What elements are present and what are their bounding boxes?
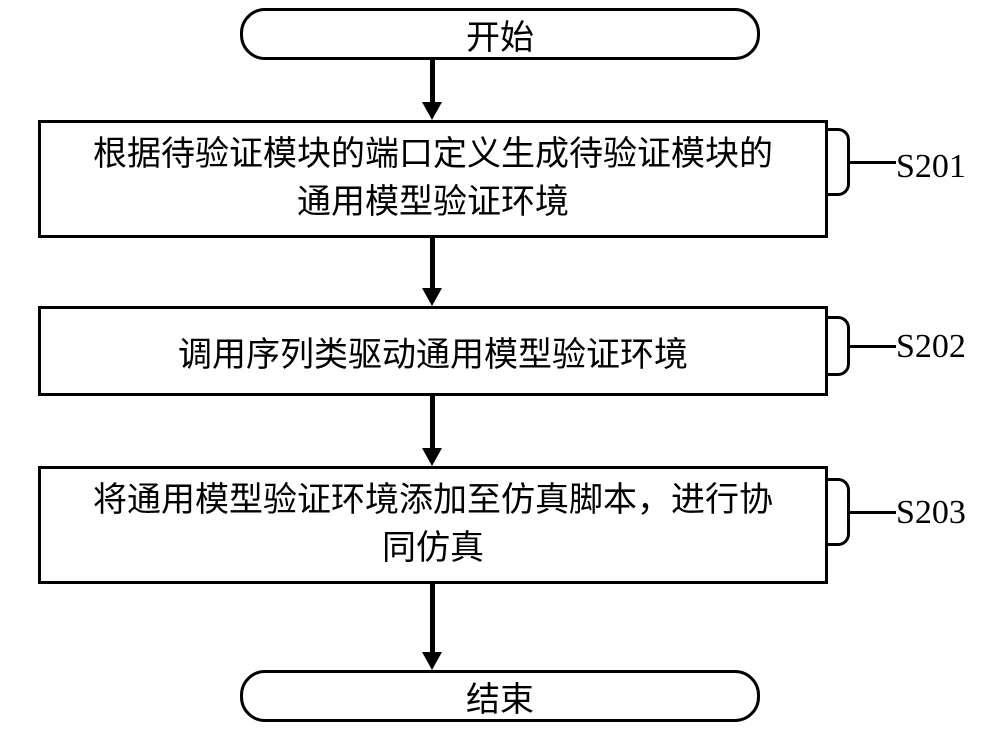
end-node: 结束 bbox=[240, 670, 760, 722]
start-node: 开始 bbox=[240, 8, 760, 60]
arrow-1-line bbox=[430, 60, 435, 104]
process-s203: 将通用模型验证环境添加至仿真脚本，进行协 同仿真 bbox=[38, 466, 828, 584]
end-label: 结束 bbox=[466, 672, 534, 721]
start-label: 开始 bbox=[466, 10, 534, 59]
process-s201: 根据待验证模块的端口定义生成待验证模块的 通用模型验证环境 bbox=[38, 120, 828, 238]
step-label-s201: S201 bbox=[896, 148, 966, 186]
bracket-s203 bbox=[826, 478, 850, 546]
arrow-1-head bbox=[422, 102, 442, 120]
connector-s201 bbox=[850, 161, 896, 164]
step-label-s202: S202 bbox=[896, 328, 966, 366]
step-label-s203-text: S203 bbox=[896, 494, 966, 531]
arrow-3-head bbox=[422, 448, 442, 466]
arrow-4-line bbox=[430, 584, 435, 654]
flowchart-container: 开始 根据待验证模块的端口定义生成待验证模块的 通用模型验证环境 S201 调用… bbox=[0, 0, 1000, 754]
process-s201-label: 根据待验证模块的端口定义生成待验证模块的 通用模型验证环境 bbox=[93, 131, 773, 227]
bracket-s202 bbox=[826, 316, 850, 376]
process-s203-label: 将通用模型验证环境添加至仿真脚本，进行协 同仿真 bbox=[93, 477, 773, 573]
step-label-s203: S203 bbox=[896, 494, 966, 532]
process-s202: 调用序列类驱动通用模型验证环境 bbox=[38, 306, 828, 396]
step-label-s201-text: S201 bbox=[896, 148, 966, 185]
connector-s203 bbox=[850, 511, 896, 514]
arrow-2-line bbox=[430, 238, 435, 290]
arrow-2-head bbox=[422, 288, 442, 306]
step-label-s202-text: S202 bbox=[896, 328, 966, 365]
bracket-s201 bbox=[826, 128, 850, 196]
arrow-3-line bbox=[430, 396, 435, 450]
arrow-4-head bbox=[422, 652, 442, 670]
process-s202-label: 调用序列类驱动通用模型验证环境 bbox=[178, 327, 688, 376]
connector-s202 bbox=[850, 345, 896, 348]
